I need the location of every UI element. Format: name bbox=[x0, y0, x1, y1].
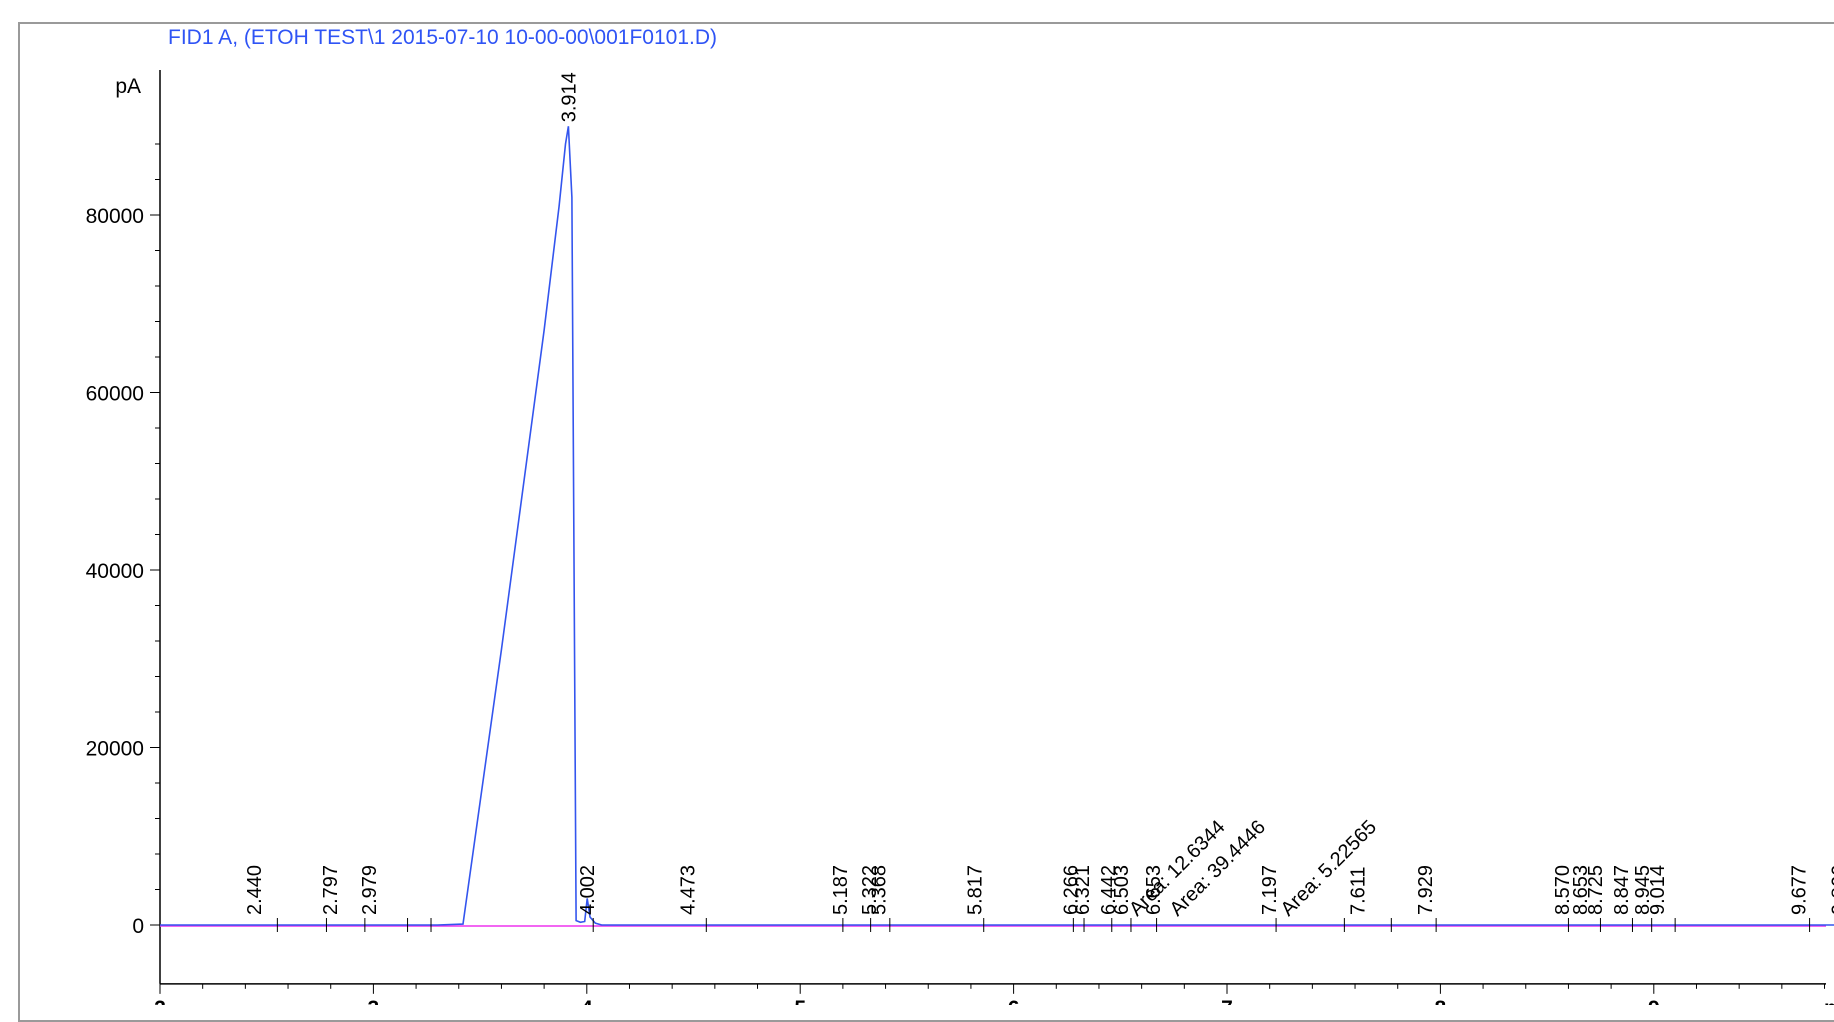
peak-label: 9.866 bbox=[1829, 865, 1834, 915]
peak-label: 9.014 bbox=[1647, 865, 1669, 915]
peak-label: 8.945 bbox=[1632, 865, 1654, 915]
peak-label: 6.442 bbox=[1098, 865, 1120, 915]
peak-label: 5.817 bbox=[965, 865, 987, 915]
x-tick-label: 8 bbox=[1435, 997, 1447, 1005]
peak-label: 2.979 bbox=[359, 865, 381, 915]
y-tick-label: 40000 bbox=[86, 560, 144, 583]
x-tick-label: 6 bbox=[1008, 997, 1020, 1005]
y-tick-label: 20000 bbox=[86, 738, 144, 761]
peak-label: 8.570 bbox=[1552, 865, 1574, 915]
peak-label: 9.677 bbox=[1788, 865, 1810, 915]
peak-label: 7.197 bbox=[1259, 865, 1281, 915]
peak-label: 5.187 bbox=[830, 865, 852, 915]
x-tick-label: 3 bbox=[368, 997, 380, 1005]
signal-trace bbox=[160, 126, 1834, 926]
y-tick-label: 60000 bbox=[86, 383, 144, 406]
x-tick-label: 9 bbox=[1648, 997, 1660, 1005]
peak-label: 8.725 bbox=[1585, 865, 1607, 915]
peak-label: 2.797 bbox=[320, 865, 342, 915]
peak-label: 5.322 bbox=[859, 865, 881, 915]
peak-label: 2.440 bbox=[244, 865, 266, 915]
peak-label: 7.929 bbox=[1415, 865, 1437, 915]
peak-label: 5.368 bbox=[869, 865, 891, 915]
peak-label: 7.611 bbox=[1347, 866, 1369, 915]
peak-label: 4.473 bbox=[678, 865, 700, 915]
peak-label: 3.914 bbox=[558, 72, 580, 122]
chart-title: FID1 A, (ETOH TEST\1 2015-07-10 10-00-00… bbox=[168, 26, 718, 49]
x-tick-label: 4 bbox=[581, 997, 593, 1005]
x-tick-label: 5 bbox=[794, 997, 806, 1005]
x-tick-label: 2 bbox=[154, 997, 166, 1005]
x-axis-label: m bbox=[1824, 997, 1834, 1005]
peak-label: 6.266 bbox=[1060, 865, 1082, 915]
x-tick-label: 7 bbox=[1221, 997, 1233, 1005]
y-tick-label: 0 bbox=[132, 915, 144, 938]
peak-label: 6.653 bbox=[1143, 865, 1165, 915]
peak-label: 4.002 bbox=[577, 865, 599, 915]
y-axis-label: pA bbox=[115, 75, 141, 98]
peak-label: 6.503 bbox=[1111, 865, 1133, 915]
peak-label: 8.847 bbox=[1611, 865, 1633, 915]
peak-label: 8.653 bbox=[1570, 865, 1592, 915]
peak-label: 6.321 bbox=[1072, 865, 1094, 915]
y-tick-label: 80000 bbox=[86, 205, 144, 228]
